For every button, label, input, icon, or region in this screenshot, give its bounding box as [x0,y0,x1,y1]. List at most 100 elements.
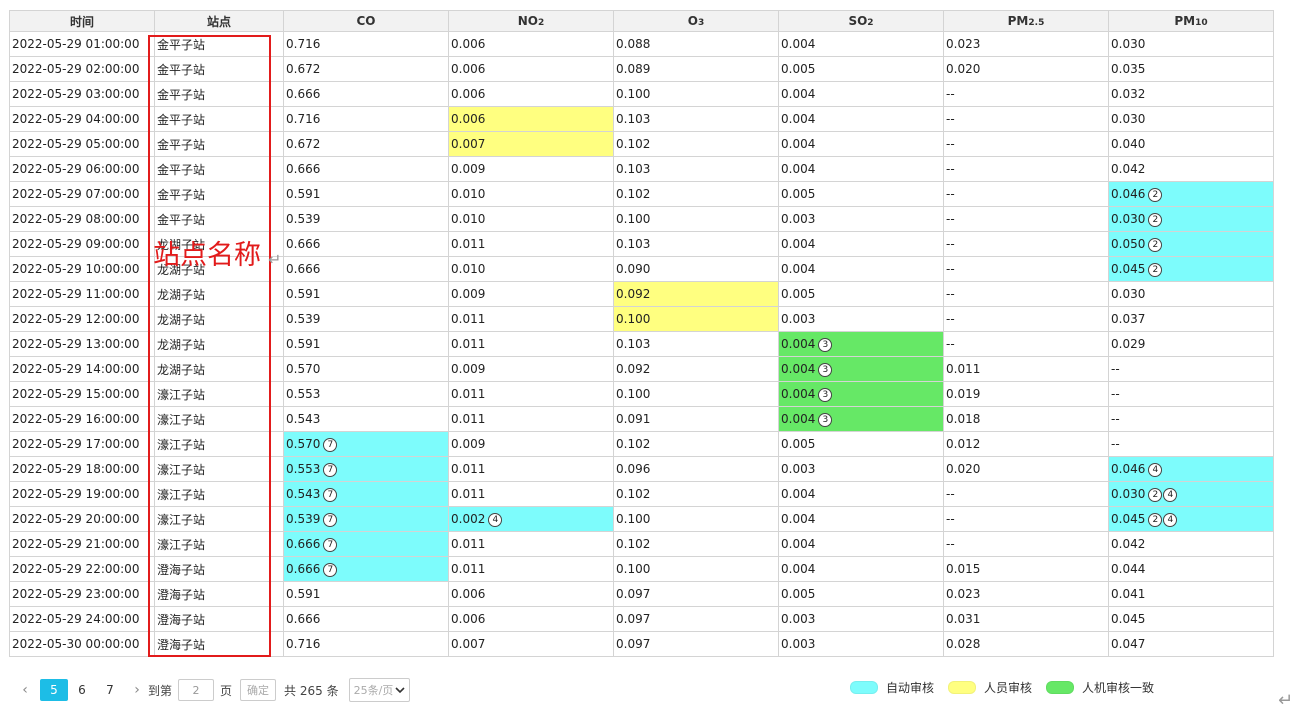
cell-value: 0.046 [1111,186,1146,201]
cell-value: -- [1111,437,1120,451]
cell-pm10: 0.030 [1108,31,1274,57]
header-o3[interactable]: O3 [613,10,779,32]
page-button-5[interactable]: 5 [40,679,68,701]
table-row[interactable]: 2022-05-29 16:00:00 濠江子站 0.543 0.011 0.091 0.… [9,406,1274,432]
header-pm25[interactable]: PM2.5 [943,10,1109,32]
cell-value: 0.031 [946,612,981,626]
cell-value: 0.011 [451,337,486,351]
table-row[interactable]: 2022-05-29 04:00:00 金平子站 0.716 0.006 0.103 0.… [9,106,1274,132]
header-pm10-sub: 10 [1195,18,1208,28]
table-row[interactable]: 2022-05-29 23:00:00 澄海子站 0.591 0.006 0.097 0.… [9,581,1274,607]
review-mark-badge: 3 [818,362,833,377]
cell-pm10: 0.041 [1108,581,1274,607]
table-row[interactable]: 2022-05-29 24:00:00 澄海子站 0.666 0.006 0.097 0.… [9,606,1274,632]
cell-no2: 0.002 4 [448,506,614,532]
cell-value: -- [946,337,955,351]
cell-value: 0.088 [616,37,651,51]
table-row[interactable]: 2022-05-29 21:00:00 濠江子站 0.666 7 0.011 0.102 0… [9,531,1274,557]
table-row[interactable]: 2022-05-29 08:00:00 金平子站 0.539 0.010 0.100 0.… [9,206,1274,232]
header-time[interactable]: 时间 [9,10,155,32]
cell-co: 0.591 [283,581,449,607]
header-no2-sub: 2 [537,18,545,28]
table-row[interactable]: 2022-05-29 07:00:00 金平子站 0.591 0.010 0.102 0.… [9,181,1274,207]
cell-value: 0.553 [286,461,321,476]
cell-so2: 0.004 3 [778,331,944,357]
cell-o3: 0.100 [613,381,779,407]
table-row[interactable]: 2022-05-29 01:00:00 金平子站 0.716 0.006 0.088 0.… [9,31,1274,57]
cell-o3: 0.088 [613,31,779,57]
header-so2[interactable]: SO2 [778,10,944,32]
table-row[interactable]: 2022-05-29 20:00:00 濠江子站 0.539 7 0.002 4 0.100… [9,506,1274,532]
cell-pm25: 0.011 [943,356,1109,382]
table-row[interactable]: 2022-05-29 13:00:00 龙湖子站 0.591 0.011 0.103 0.… [9,331,1274,357]
cell-no2: 0.011 [448,331,614,357]
table-row[interactable]: 2022-05-29 09:00:00 龙湖子站 0.666 0.011 0.103 0.… [9,231,1274,257]
confirm-button[interactable]: 确定 [240,679,277,701]
cell-value: 0.005 [781,62,816,76]
cell-co: 0.539 7 [283,506,449,532]
cell-value: 0.666 [286,536,321,551]
header-station[interactable]: 站点 [154,10,284,32]
cell-station: 龙湖子站 [154,306,284,332]
table-row[interactable]: 2022-05-29 02:00:00 金平子站 0.672 0.006 0.089 0.… [9,56,1274,82]
cell-value: 0.097 [616,587,651,601]
cell-no2: 0.011 [448,531,614,557]
cell-value: 0.030 [1111,211,1146,226]
table-row[interactable]: 2022-05-29 17:00:00 濠江子站 0.570 7 0.009 0.102 0… [9,431,1274,457]
cell-so2: 0.004 [778,106,944,132]
cell-co: 0.543 [283,406,449,432]
page-number-input[interactable] [178,679,215,701]
cell-value: 2022-05-29 16:00:00 [12,412,140,426]
table-row[interactable]: 2022-05-29 12:00:00 龙湖子站 0.539 0.011 0.100 0.… [9,306,1274,332]
cell-value: 2022-05-30 00:00:00 [12,637,140,651]
cell-pm25: -- [943,306,1109,332]
cell-so2: 0.003 [778,456,944,482]
cell-value: 0.091 [616,412,651,426]
table-header-row: 时间 站点 CO NO2 O3 SO2 PM2.5 PM10 [9,10,1274,32]
table-row[interactable]: 2022-05-29 10:00:00 龙湖子站 0.666 0.010 0.090 0.… [9,256,1274,282]
cell-pm10: 0.030 2 [1108,206,1274,232]
cell-pm10: 0.032 [1108,81,1274,107]
cell-pm25: 0.031 [943,606,1109,632]
table-row[interactable]: 2022-05-29 14:00:00 龙湖子站 0.570 0.009 0.092 0.… [9,356,1274,382]
cell-co: 0.539 [283,206,449,232]
table-row[interactable]: 2022-05-29 03:00:00 金平子站 0.666 0.006 0.100 0.… [9,81,1274,107]
header-pm10[interactable]: PM10 [1108,10,1274,32]
table-row[interactable]: 2022-05-29 19:00:00 濠江子站 0.543 7 0.011 0.102 0… [9,481,1274,507]
table-row[interactable]: 2022-05-29 06:00:00 金平子站 0.666 0.009 0.103 0.… [9,156,1274,182]
header-no2[interactable]: NO2 [448,10,614,32]
next-page-icon[interactable]: › [134,682,140,698]
table-row[interactable]: 2022-05-29 05:00:00 金平子站 0.672 0.007 0.102 0.… [9,131,1274,157]
page-button-7[interactable]: 7 [106,683,114,697]
cell-value: 濠江子站 [157,487,206,502]
cell-value: 0.030 [1111,486,1146,501]
cell-co: 0.666 [283,81,449,107]
table-row[interactable]: 2022-05-29 11:00:00 龙湖子站 0.591 0.009 0.092 0.… [9,281,1274,307]
cell-so2: 0.005 [778,181,944,207]
cell-value: 0.044 [1111,562,1146,576]
cell-so2: 0.003 [778,606,944,632]
cell-station: 澄海子站 [154,581,284,607]
cell-o3: 0.100 [613,206,779,232]
cell-value: 2022-05-29 01:00:00 [12,37,140,51]
page-button-6[interactable]: 6 [78,683,86,697]
table-row[interactable]: 2022-05-29 18:00:00 濠江子站 0.553 7 0.011 0.096 0… [9,456,1274,482]
cell-value: 2022-05-29 06:00:00 [12,162,140,176]
cell-value: 0.020 [946,62,981,76]
cell-pm25: -- [943,481,1109,507]
cell-value: 0.050 [1111,236,1146,251]
prev-page-icon[interactable]: ‹ [22,682,28,698]
table-row[interactable]: 2022-05-29 22:00:00 澄海子站 0.666 7 0.011 0.100 0… [9,556,1274,582]
cell-value: 0.092 [616,362,651,376]
cell-pm25: -- [943,231,1109,257]
cell-o3: 0.102 [613,531,779,557]
cell-pm25: 0.018 [943,406,1109,432]
cell-value: 0.591 [286,587,321,601]
cell-value: 0.003 [781,637,816,651]
cell-value: 澄海子站 [157,637,206,652]
cell-co: 0.591 [283,181,449,207]
table-row[interactable]: 2022-05-30 00:00:00 澄海子站 0.716 0.007 0.097 0.… [9,631,1274,657]
header-co[interactable]: CO [283,10,449,32]
table-row[interactable]: 2022-05-29 15:00:00 濠江子站 0.553 0.011 0.100 0.… [9,381,1274,407]
page-size-select[interactable]: 25条/页 [348,678,411,702]
